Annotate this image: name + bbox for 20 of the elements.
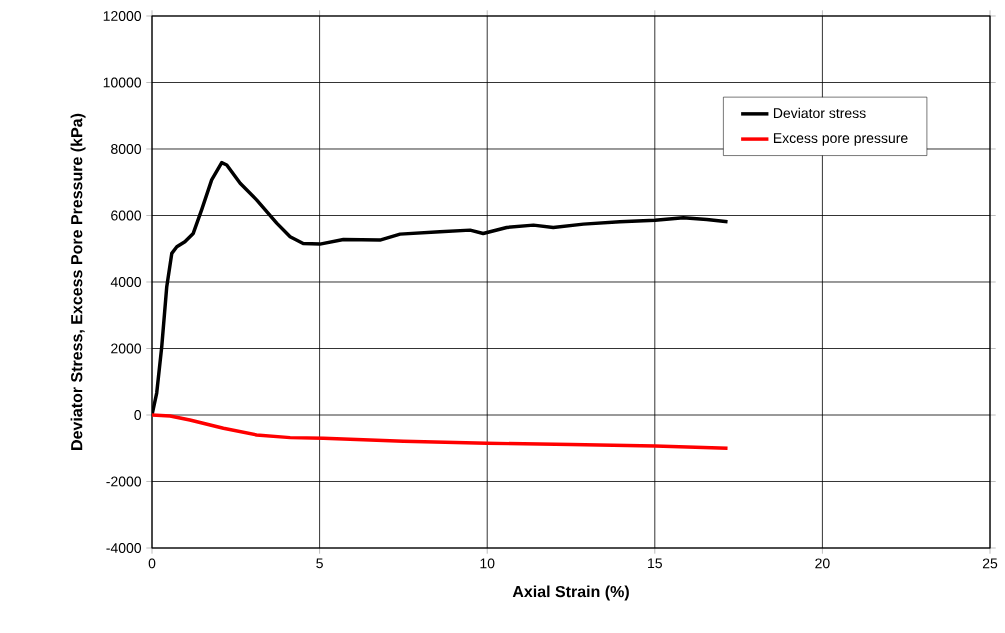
x-tick-label: 10 xyxy=(480,558,495,569)
y-tick-label: 10000 xyxy=(103,77,142,88)
line-series xyxy=(152,413,730,450)
y-tick-label: 8000 xyxy=(111,144,142,154)
x-tick-label: 5 xyxy=(316,558,323,569)
y-tick-label: -2000 xyxy=(106,476,142,487)
x-tick-label: 25 xyxy=(982,558,998,569)
y-tick-label: -4000 xyxy=(106,543,142,553)
y-tick-label: 12000 xyxy=(103,11,142,21)
y-axis-title: Deviator Stress, Excess Pore Pressure (kPa) xyxy=(70,113,86,450)
y-tick-label: 4000 xyxy=(110,277,142,287)
legend-label: Excess pore pressure xyxy=(773,133,908,146)
y-tick-label: 6000 xyxy=(111,210,142,221)
x-axis-title: Axial Strain (%) xyxy=(512,585,629,601)
x-tick-label: 20 xyxy=(815,558,830,569)
y-tick-label: 0 xyxy=(134,410,142,420)
y-tick-label: 2000 xyxy=(111,343,142,354)
x-tick-label: 0 xyxy=(148,558,156,569)
legend-label: Deviator stress xyxy=(773,107,866,119)
x-tick-label: 15 xyxy=(648,558,662,569)
